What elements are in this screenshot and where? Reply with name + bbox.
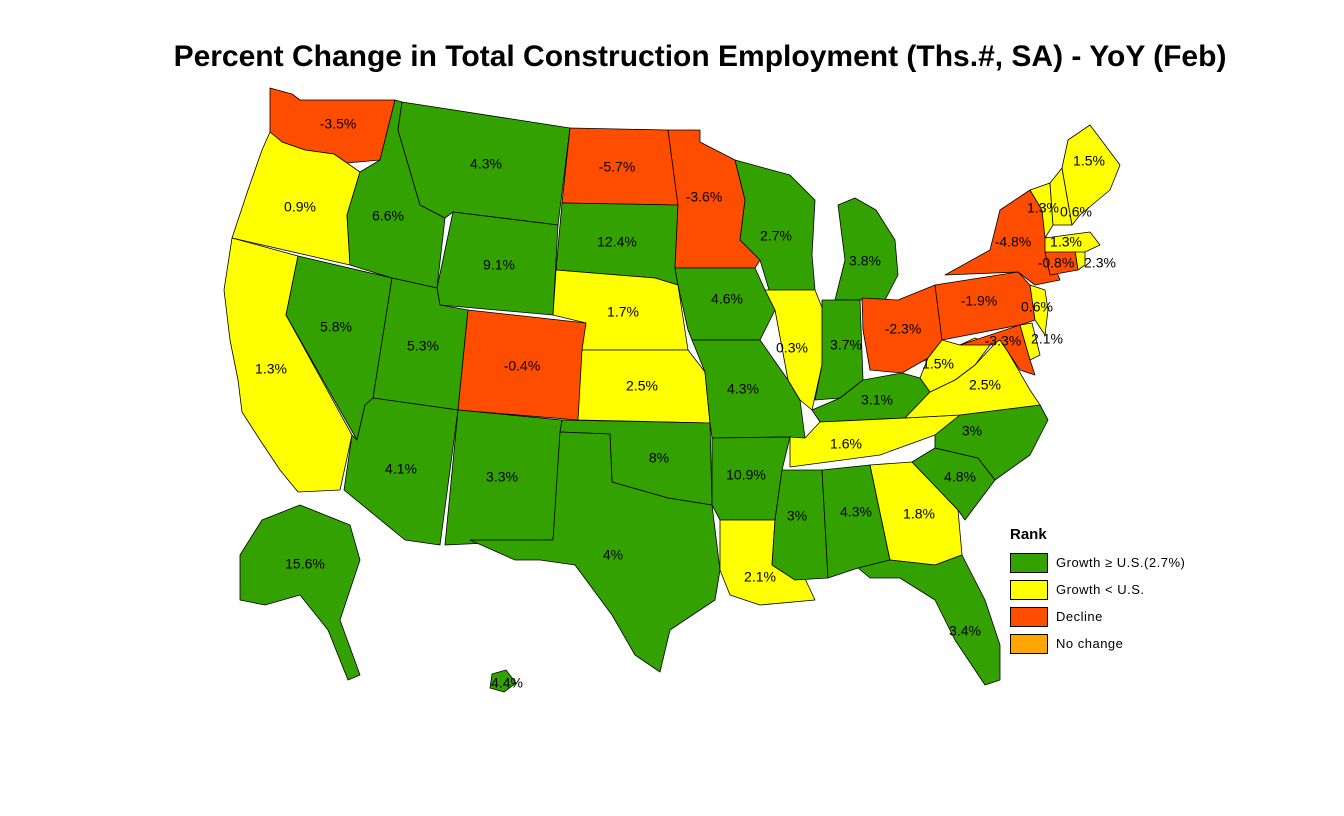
state-label-il: 0.3% bbox=[776, 340, 808, 356]
legend-item-decline: Decline bbox=[1010, 603, 1185, 630]
state-label-ut: 5.3% bbox=[407, 338, 439, 354]
state-label-nh: 0.6% bbox=[1060, 204, 1092, 220]
state-tx bbox=[469, 431, 721, 673]
state-label-nv: 5.8% bbox=[320, 319, 352, 335]
legend-swatch-no-change bbox=[1010, 633, 1048, 654]
state-label-de: 2.1% bbox=[1031, 331, 1063, 347]
state-label-pa: -1.9% bbox=[961, 293, 998, 309]
state-az bbox=[343, 397, 459, 546]
legend-label-decline: Decline bbox=[1056, 609, 1103, 624]
state-label-in: 3.7% bbox=[830, 337, 862, 353]
state-label-wa: -3.5% bbox=[320, 116, 357, 132]
state-label-nj: 0.6% bbox=[1021, 299, 1053, 315]
map-legend: Rank Growth ≥ U.S.(2.7%) Growth < U.S. D… bbox=[1010, 526, 1185, 657]
state-label-ks: 2.5% bbox=[626, 378, 658, 394]
state-label-nm: 3.3% bbox=[486, 469, 518, 485]
state-me bbox=[1061, 124, 1121, 226]
state-label-hi: 4.4% bbox=[491, 675, 523, 691]
state-label-ma: 1.3% bbox=[1050, 234, 1082, 250]
state-wv bbox=[919, 337, 991, 393]
state-ma bbox=[1044, 231, 1101, 253]
state-label-mn: -3.6% bbox=[686, 189, 723, 205]
state-label-tn: 1.6% bbox=[830, 436, 862, 452]
legend-title: Rank bbox=[1010, 526, 1047, 543]
state-label-ky: 3.1% bbox=[861, 392, 893, 408]
map-title: Percent Change in Total Construction Emp… bbox=[173, 40, 1227, 73]
state-label-ok: 8% bbox=[649, 450, 669, 466]
state-label-va: 2.5% bbox=[969, 377, 1001, 393]
state-label-ia: 4.6% bbox=[711, 291, 743, 307]
state-label-md: -3.3% bbox=[985, 333, 1022, 349]
state-label-ct: -0.8% bbox=[1038, 255, 1075, 271]
state-label-me: 1.5% bbox=[1073, 153, 1105, 169]
state-label-id: 6.6% bbox=[372, 208, 404, 224]
state-label-ne: 1.7% bbox=[607, 304, 639, 320]
state-label-sc: 4.8% bbox=[944, 469, 976, 485]
state-mi bbox=[834, 197, 899, 301]
legend-item-no-change: No change bbox=[1010, 630, 1185, 657]
state-label-wy: 9.1% bbox=[483, 257, 515, 273]
state-de bbox=[1019, 322, 1041, 361]
legend-swatch-decline bbox=[1010, 606, 1048, 627]
state-label-ga: 1.8% bbox=[903, 506, 935, 522]
state-nj bbox=[1029, 284, 1049, 336]
state-label-nc: 3% bbox=[962, 423, 982, 439]
legend-label-no-change: No change bbox=[1056, 636, 1124, 651]
state-label-ak: 15.6% bbox=[285, 556, 325, 572]
state-id bbox=[346, 99, 446, 289]
state-vt bbox=[1029, 182, 1054, 239]
state-fl bbox=[857, 554, 1001, 686]
state-ak bbox=[239, 504, 361, 681]
state-label-oh: -2.3% bbox=[885, 321, 922, 337]
state-label-wv: 1.5% bbox=[922, 356, 954, 372]
legend-label-growth-below: Growth < U.S. bbox=[1056, 582, 1145, 597]
state-label-la: 2.1% bbox=[744, 569, 776, 585]
state-ms bbox=[771, 469, 829, 581]
state-label-fl: 3.4% bbox=[949, 623, 981, 639]
state-label-ms: 3% bbox=[787, 508, 807, 524]
state-label-nd: -5.7% bbox=[599, 159, 636, 175]
state-label-vt: 1.3% bbox=[1027, 200, 1059, 216]
labels-layer: -3.5% 0.9% 1.3% 5.8% 6.6% 4.3% 9.1% 5.3% 4.1% -0.… bbox=[255, 116, 1116, 691]
legend-item-growth-below: Growth < U.S. bbox=[1010, 576, 1185, 603]
legend-swatch-growth-above bbox=[1010, 552, 1048, 573]
state-label-sd: 12.4% bbox=[597, 234, 637, 250]
state-label-or: 0.9% bbox=[284, 199, 316, 215]
state-label-ar: 10.9% bbox=[726, 467, 766, 483]
state-label-al: 4.3% bbox=[840, 504, 872, 520]
legend-swatch-growth-below bbox=[1010, 579, 1048, 600]
state-label-mt: 4.3% bbox=[470, 156, 502, 172]
state-label-mi: 3.8% bbox=[849, 253, 881, 269]
state-label-ri: 2.3% bbox=[1084, 255, 1116, 271]
state-label-ny: -4.8% bbox=[995, 234, 1032, 250]
state-label-mo: 4.3% bbox=[727, 381, 759, 397]
states-layer bbox=[223, 87, 1121, 693]
state-label-co: -0.4% bbox=[504, 358, 541, 374]
state-wy bbox=[436, 211, 559, 316]
legend-item-growth-above: Growth ≥ U.S.(2.7%) bbox=[1010, 549, 1185, 576]
state-label-tx: 4% bbox=[603, 547, 623, 563]
state-label-wi: 2.7% bbox=[760, 228, 792, 244]
legend-label-growth-above: Growth ≥ U.S.(2.7%) bbox=[1056, 555, 1186, 570]
state-label-ca: 1.3% bbox=[255, 361, 287, 377]
state-label-az: 4.1% bbox=[385, 461, 417, 477]
state-hi bbox=[489, 669, 517, 693]
